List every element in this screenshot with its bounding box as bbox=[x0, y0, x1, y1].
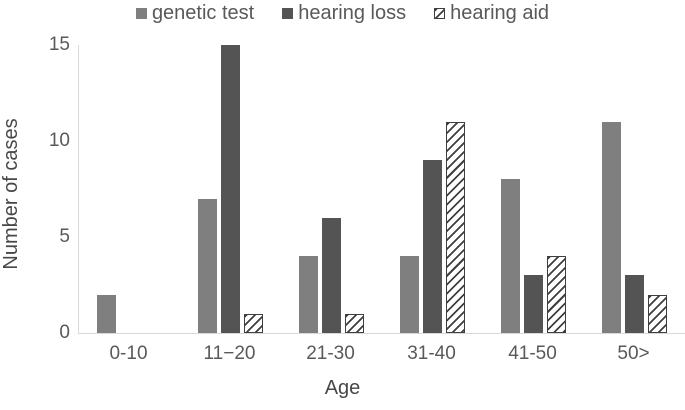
legend-item-genetic-test: genetic test bbox=[135, 2, 255, 25]
bar-hearing-loss-21-30 bbox=[322, 217, 341, 333]
bar-hearing-loss-11−20 bbox=[221, 45, 240, 333]
bar-hearing-loss-50> bbox=[625, 275, 644, 333]
legend-marker-genetic-test-icon bbox=[135, 8, 147, 19]
y-axis-ticks: 0 5 10 15 bbox=[28, 34, 70, 343]
bar-genetic-test-21-30 bbox=[299, 256, 318, 333]
bar-hearing-aid-11−20 bbox=[244, 313, 263, 333]
bar-hearing-aid-41-50 bbox=[547, 256, 566, 333]
x-axis-title: Age bbox=[324, 377, 361, 399]
plot-area bbox=[78, 45, 685, 334]
x-axis-ticks: 0-10 11−20 21-30 31-40 41-50 50> bbox=[78, 343, 684, 367]
x-tick-label: 11−20 bbox=[203, 343, 256, 364]
bar-genetic-test-0-10 bbox=[97, 294, 116, 333]
chart-legend: genetic test hearing loss hearing aid bbox=[0, 2, 685, 25]
y-tick-label: 0 bbox=[59, 322, 70, 343]
x-tick-label: 21-30 bbox=[306, 343, 355, 364]
y-tick-label: 10 bbox=[48, 130, 70, 151]
bar-hearing-loss-31-40 bbox=[423, 160, 442, 333]
x-tick-label: 41-50 bbox=[508, 343, 557, 364]
legend-marker-hearing-loss-icon bbox=[282, 8, 294, 19]
bar-genetic-test-31-40 bbox=[400, 256, 419, 333]
y-axis-title: Number of cases bbox=[0, 118, 22, 270]
legend-label-genetic-test: genetic test bbox=[151, 2, 255, 24]
bar-hearing-loss-41-50 bbox=[524, 275, 543, 333]
y-tick-label: 15 bbox=[48, 34, 70, 55]
bar-genetic-test-11−20 bbox=[198, 198, 217, 333]
bar-hearing-aid-21-30 bbox=[345, 313, 364, 333]
bar-genetic-test-41-50 bbox=[501, 179, 520, 333]
legend-item-hearing-aid: hearing aid bbox=[434, 2, 549, 25]
bar-genetic-test-50> bbox=[602, 121, 621, 333]
x-tick-label: 31-40 bbox=[407, 343, 456, 364]
legend-label-hearing-loss: hearing loss bbox=[298, 2, 407, 24]
legend-marker-hearing-aid-icon bbox=[434, 8, 446, 19]
bar-hearing-aid-31-40 bbox=[446, 121, 465, 333]
x-tick-label: 50> bbox=[617, 343, 650, 364]
legend-item-hearing-loss: hearing loss bbox=[282, 2, 406, 25]
legend-label-hearing-aid: hearing aid bbox=[450, 2, 550, 24]
bar-hearing-aid-50> bbox=[648, 294, 667, 333]
x-tick-label: 0-10 bbox=[109, 343, 148, 364]
y-tick-label: 5 bbox=[59, 226, 70, 247]
